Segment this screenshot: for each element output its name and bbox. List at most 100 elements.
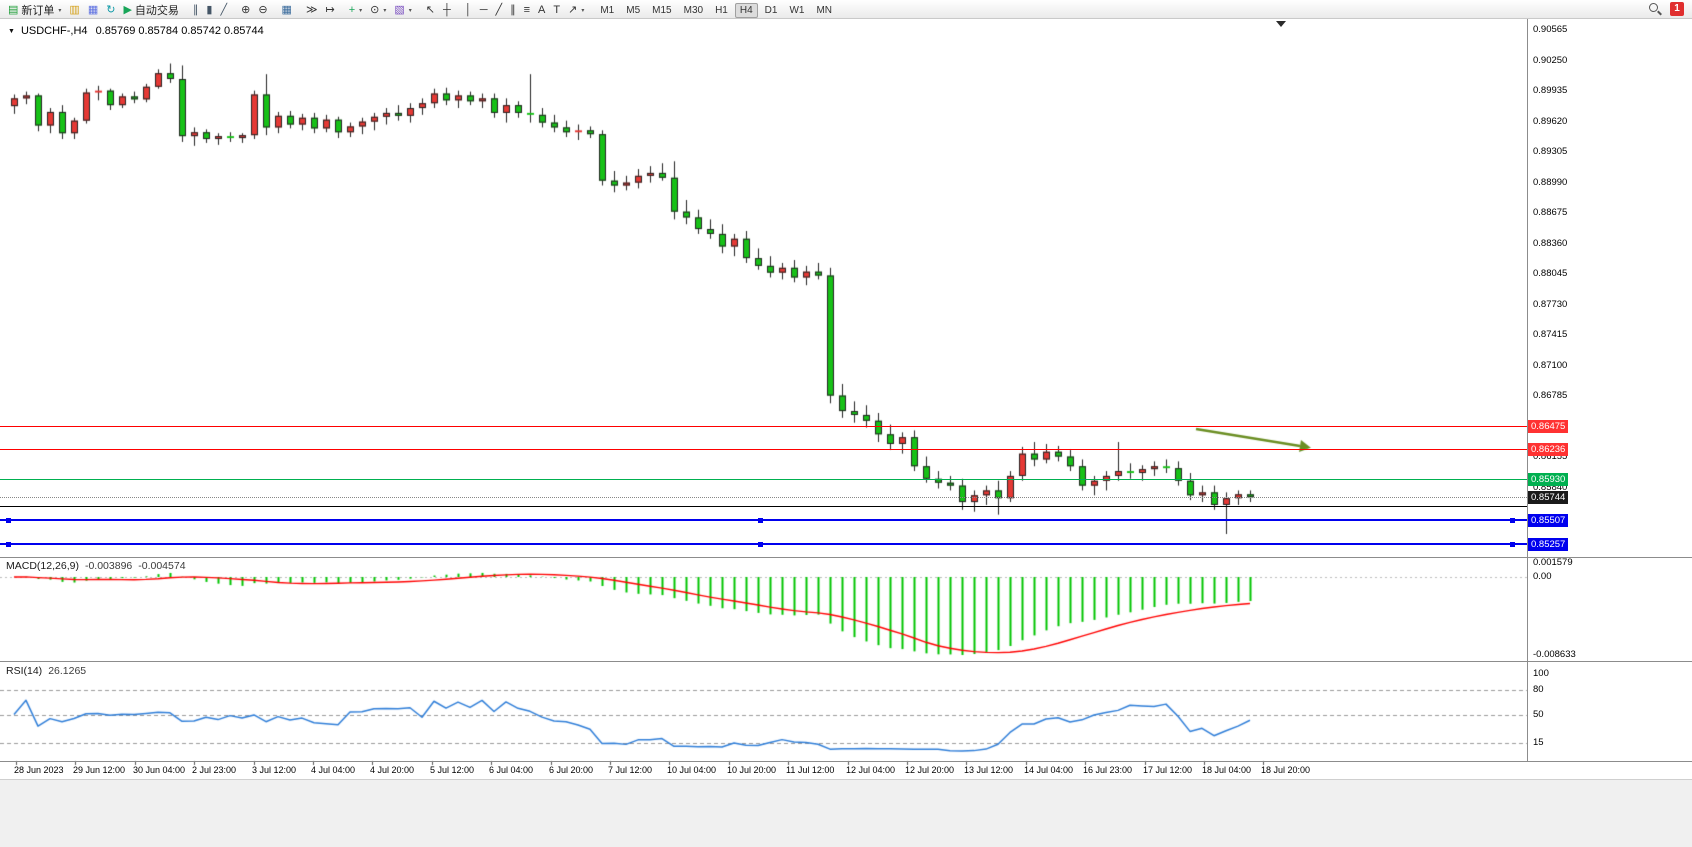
zoom-in-button[interactable]: ⊕ [237, 2, 254, 19]
macd-axis-tick: 0.00 [1533, 571, 1552, 582]
channel-button[interactable]: ∥ [506, 2, 520, 19]
price-axis[interactable]: 0.90565 0.90250 0.89935 0.89620 0.89305 0.889… [1527, 19, 1692, 781]
time-axis-label: 4 Jul 04:00 [311, 765, 356, 775]
profiles-button[interactable]: ▦ [84, 2, 102, 19]
price-axis-tick: 0.89620 [1533, 116, 1568, 127]
fibonacci-icon: ≡ [523, 3, 531, 16]
horizontal-line-button[interactable]: ─ [476, 2, 492, 19]
macd-main-value: -0.003896 [84, 560, 133, 572]
refresh-button[interactable]: ↻ [102, 2, 119, 19]
tile-windows-button[interactable]: ▦ [278, 2, 296, 19]
new-order-button[interactable]: ▤ 新订单 ▾ [4, 2, 65, 19]
trendline-button[interactable]: ╱ [491, 2, 506, 19]
new-order-icon: ▤ [8, 3, 19, 16]
time-axis-label: 3 Jul 12:00 [252, 765, 297, 775]
price-axis-tick: 0.88990 [1533, 177, 1568, 188]
pane-separator-rsi[interactable] [0, 661, 1692, 662]
timeframe-h1-button[interactable]: H1 [710, 3, 733, 18]
chevron-down-icon: ▾ [359, 7, 363, 14]
price-axis-tick: 0.85840 [1533, 482, 1568, 493]
bar-chart-button[interactable]: ∥ [189, 2, 203, 19]
rsi-axis-tick: 15 [1533, 737, 1544, 748]
tile-windows-icon: ▦ [281, 3, 292, 16]
charts-button[interactable]: ▥ [65, 2, 83, 19]
time-axis-label: 7 Jul 12:00 [608, 765, 653, 775]
candlestick-button[interactable]: ▮ [202, 2, 216, 19]
macd-axis-tick: 0.001579 [1533, 557, 1573, 568]
text-label-icon: T [553, 3, 561, 16]
timeframe-d1-button[interactable]: D1 [760, 3, 783, 18]
price-axis-tick: 0.87100 [1533, 360, 1568, 371]
zoom-out-button[interactable]: ⊖ [254, 2, 271, 19]
time-axis-label: 13 Jul 12:00 [964, 765, 1014, 775]
arrows-tool-button[interactable]: ↗ ▾ [564, 2, 588, 19]
auto-scroll-button[interactable]: ≫ [302, 2, 322, 19]
chevron-down-icon: ▾ [408, 7, 412, 14]
crosshair-icon: ┼ [443, 3, 451, 16]
chart-ohlc-quotes: 0.85769 0.85784 0.85742 0.85744 [95, 25, 264, 37]
vertical-line-icon: │ [464, 3, 472, 16]
macd-signal-value: -0.004574 [138, 560, 186, 572]
price-axis-tick: 0.89935 [1533, 85, 1568, 96]
candlestick-icon: ▮ [206, 3, 213, 16]
crosshair-button[interactable]: ┼ [439, 2, 455, 19]
timeframe-m15-button[interactable]: M15 [647, 3, 676, 18]
rsi-indicator-label: RSI(14) 26.1265 [6, 665, 86, 677]
notification-badge[interactable]: 1 [1670, 2, 1684, 16]
autotrading-button[interactable]: ▶ 自动交易 [119, 2, 182, 19]
zoom-out-icon: ⊖ [258, 3, 268, 16]
text-icon: A [538, 3, 546, 16]
pane-separator-macd[interactable] [0, 557, 1692, 558]
price-chart-canvas[interactable] [0, 19, 1692, 846]
fibonacci-button[interactable]: ≡ [520, 2, 534, 19]
price-line-label: 0.85744 [1528, 491, 1569, 504]
auto-scroll-icon: ≫ [305, 3, 318, 16]
time-axis-label: 4 Jul 20:00 [370, 765, 415, 775]
rsi-value: 26.1265 [48, 665, 87, 677]
timeframe-m1-button[interactable]: M1 [595, 3, 619, 18]
timeframe-m5-button[interactable]: M5 [621, 3, 645, 18]
periods-icon: ⊙ [370, 3, 380, 16]
time-axis[interactable]: 28 Jun 2023 29 Jun 12:00 30 Jun 04:00 2 Jul… [0, 761, 1692, 779]
chart-shift-button[interactable]: ↦ [321, 2, 338, 19]
cursor-button[interactable]: ↖ [422, 2, 439, 19]
cursor-icon: ↖ [425, 3, 436, 16]
time-axis-label: 16 Jul 23:00 [1083, 765, 1133, 775]
timeframe-w1-button[interactable]: W1 [784, 3, 809, 18]
price-axis-tick: 0.90565 [1533, 24, 1568, 35]
rsi-axis-tick: 100 [1533, 668, 1549, 679]
one-click-trading-toggle[interactable]: ▼ [8, 27, 15, 35]
templates-button[interactable]: ▧ ▾ [390, 2, 415, 19]
toolbar: ▤ 新订单 ▾ ▥ ▦ ↻ ▶ 自动交易 ∥ ▮ ╱ ⊕ ⊖ ▦ ≫ ↦ + ▾ ⊙ ▾ ▧ ▾ ↖ ┼ │ ─ ╱ ∥ ≡ A T ↗ ▾ M… [0, 0, 1692, 19]
indicators-button[interactable]: + ▾ [345, 2, 366, 19]
price-axis-tick: 0.90250 [1533, 55, 1568, 66]
timeframe-mn-button[interactable]: MN [811, 3, 837, 18]
autotrading-icon: ▶ [123, 3, 132, 16]
horizontal-line-icon: ─ [479, 3, 488, 16]
periods-button[interactable]: ⊙ ▾ [366, 2, 390, 19]
chart-shift-icon: ↦ [325, 3, 335, 16]
window-bottom-area [0, 779, 1692, 847]
timeframe-m30-button[interactable]: M30 [679, 3, 708, 18]
refresh-icon: ↻ [106, 3, 116, 16]
indicators-icon: + [348, 3, 356, 16]
vertical-line-button[interactable]: │ [461, 2, 476, 19]
timeframe-h4-button[interactable]: H4 [734, 3, 758, 18]
autotrading-label: 自动交易 [134, 5, 179, 17]
line-chart-button[interactable]: ╱ [216, 2, 231, 19]
price-line-label: 0.86475 [1528, 420, 1569, 433]
time-axis-label: 12 Jul 20:00 [905, 765, 955, 775]
chevron-down-icon: ▾ [58, 7, 62, 14]
text-label-button[interactable]: T [549, 2, 564, 19]
search-icon[interactable] [1648, 2, 1662, 16]
templates-icon: ▧ [394, 3, 405, 16]
text-button[interactable]: A [534, 2, 549, 19]
search-icon-handle [1657, 10, 1662, 16]
charts-icon: ▥ [69, 3, 80, 16]
price-axis-tick: 0.89305 [1533, 146, 1568, 157]
time-axis-label: 10 Jul 04:00 [667, 765, 717, 775]
chart-shift-marker[interactable] [1276, 21, 1286, 27]
chevron-down-icon: ▾ [383, 7, 387, 14]
price-axis-tick: 0.88675 [1533, 207, 1568, 218]
macd-indicator-label: MACD(12,26,9) -0.003896 -0.004574 [6, 560, 186, 572]
